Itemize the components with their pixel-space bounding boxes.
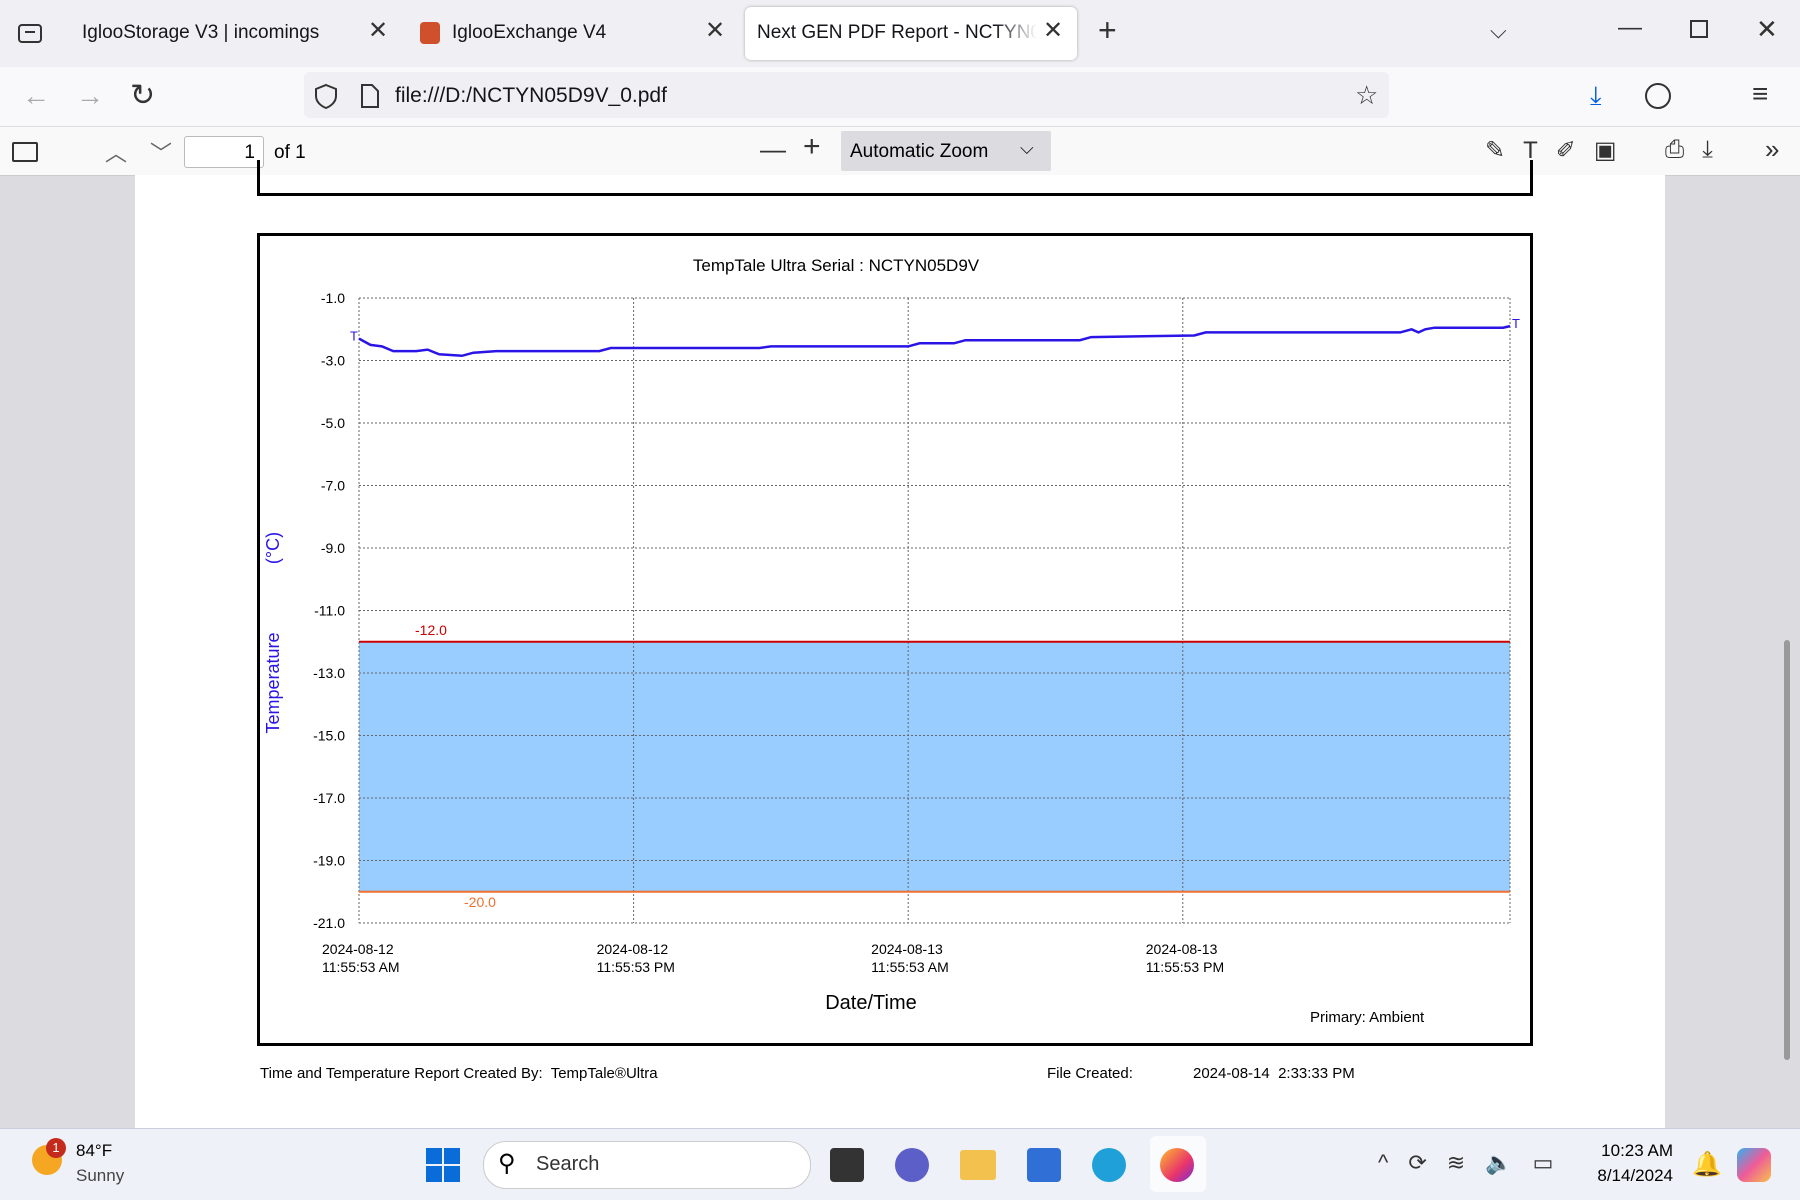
app-icon[interactable] [1027,1148,1061,1182]
minimize[interactable]: — [1618,14,1642,41]
weather-temp[interactable]: 84°F [76,1141,113,1160]
weather-badge: 1 [46,1138,66,1158]
sidebar-toggle[interactable] [12,142,38,162]
tab[interactable]: IglooStorage V3 | incomings [82,22,320,43]
address-text[interactable]: file:///D:/NCTYN05D9V_0.pdf [395,84,667,107]
footer-label: File Created: [1047,1065,1133,1082]
new-tab[interactable]: + [1098,12,1117,48]
safe-band [359,641,1510,892]
y-tick-label: -3.0 [321,353,345,369]
search-box[interactable] [483,1141,811,1189]
account[interactable] [1645,83,1671,109]
page-count: of 1 [274,142,306,163]
y-tick-label: -13.0 [313,665,345,681]
page-input[interactable]: 1 [184,136,264,168]
forward[interactable]: → [76,80,104,111]
address-bar[interactable] [304,72,1389,118]
firefox-icon[interactable] [1160,1148,1194,1182]
y-tick-label: -9.0 [321,540,345,556]
tab-close[interactable]: ✕ [368,17,389,44]
zoom-text[interactable]: Automatic Zoom [850,141,989,162]
tab-close[interactable]: ✕ [1043,17,1064,44]
y-axis-label: Temperature [263,632,283,733]
zoom-in[interactable]: + [803,130,821,163]
y-tick-label: -19.0 [313,853,345,869]
tab-list-icon[interactable] [16,20,44,46]
x-axis-label: Date/Time [825,992,917,1014]
app-icon[interactable] [1092,1148,1126,1182]
search-text[interactable]: Search [536,1153,600,1175]
y-tick-label: -7.0 [321,478,345,494]
clock-time[interactable]: 10:23 AM [1601,1141,1673,1160]
y-tick-label: -5.0 [321,415,345,431]
address-icons [315,83,379,110]
scrollbar[interactable] [1784,640,1790,1060]
threshold-label: -12.0 [415,622,447,638]
zoom-caret[interactable]: ⌵ [1020,138,1034,158]
previous-box [257,160,1533,196]
annotation-tools[interactable]: ✎T✐▣ [1485,137,1635,164]
clock-date[interactable]: 8/14/2024 [1597,1166,1673,1185]
x-tick-label: 2024-08-13 11:55:53 PM [1145,941,1225,975]
more-tools[interactable]: » [1765,134,1780,164]
weather-condition[interactable]: Sunny [76,1166,125,1185]
print-save[interactable]: ⎙⤓ [1665,136,1731,163]
menu[interactable]: ≡ [1752,78,1769,109]
tab[interactable]: Next GEN PDF Report - NCTYN05D9 [757,22,1037,43]
bookmark[interactable]: ☆ [1355,80,1379,110]
zoom-out[interactable]: — [760,134,786,164]
restore[interactable] [1690,20,1708,38]
start-button[interactable] [425,1147,461,1183]
zoom-select[interactable] [841,131,1051,171]
y-tick-label: -21.0 [313,915,345,931]
reload[interactable]: ↻ [130,79,156,112]
app-icon[interactable] [830,1148,864,1182]
app-icon[interactable] [960,1150,996,1180]
downloads[interactable]: ⤓ [1590,80,1602,110]
y-tick-label: -17.0 [313,790,345,806]
active-tab[interactable] [745,7,1077,60]
y-axis-unit: (°C) [263,532,283,564]
data-line [358,324,1511,358]
x-tick-label: 2024-08-13 11:55:53 AM [871,941,949,975]
y-tick-label: -15.0 [313,728,345,744]
app-icon[interactable] [895,1148,929,1182]
back[interactable]: ← [22,80,50,111]
start-marker: T [350,329,358,344]
threshold-label: -20.0 [464,894,496,910]
x-tick-label: 2024-08-12 11:55:53 AM [322,941,400,975]
copilot[interactable] [1737,1148,1771,1182]
tab[interactable]: IglooExchange V4 [452,22,607,43]
footer-created-by: Time and Temperature Report Created By: … [260,1065,658,1082]
prev-page[interactable]: ︿ [105,141,128,166]
tab-menu[interactable]: ⌵ [1490,18,1507,43]
notifications[interactable]: 🔔 [1692,1151,1722,1178]
end-marker: T [1512,316,1520,331]
y-tick-label: -1.0 [321,290,345,306]
search-icon: ⚲ [498,1150,516,1177]
footer-date: 2024-08-14 2:33:33 PM [1193,1065,1355,1082]
tray-icons[interactable]: ^⟳≋🔈▭ [1378,1150,1574,1175]
tab-icon [420,22,440,44]
next-page[interactable]: ﹀ [150,141,173,166]
chart-title: TempTale Ultra Serial : NCTYN05D9V [693,256,980,275]
tab-close[interactable]: ✕ [705,17,726,44]
chart-note: Primary: Ambient [1310,1009,1425,1026]
chart-box [257,233,1533,1046]
close-window[interactable]: ✕ [1756,14,1778,44]
y-tick-label: -11.0 [314,603,345,619]
x-tick-label: 2024-08-12 11:55:53 PM [596,941,675,975]
